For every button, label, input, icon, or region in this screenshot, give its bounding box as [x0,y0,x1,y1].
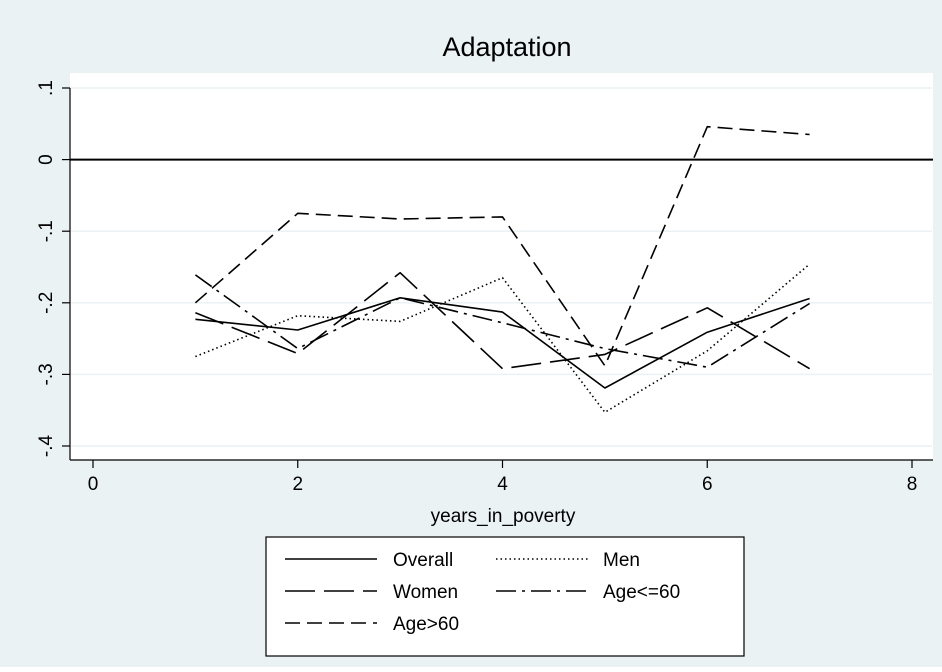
x-axis-label: years_in_poverty [431,506,576,527]
series-line-age-60 [194,125,810,367]
series-lines [194,125,811,414]
chart-title: Adaptation [442,32,571,62]
legend-label-age-60: Age>60 [393,614,459,635]
y-tick-label-0: .1 [36,80,57,96]
series-line-men [195,263,811,414]
plot-area [70,73,933,460]
series-line-women [195,271,811,370]
legend-label-women: Women [393,582,458,603]
y-axis-ticks: .1 0 -.1 -.2 -.3 -.4 [36,80,70,457]
x-tick-label-1: 2 [292,474,303,495]
x-tick-label-0: 0 [88,474,99,495]
series-line-overall [195,296,810,389]
y-tick-label-1: 0 [36,154,57,165]
legend-label-age-60: Age<=60 [603,582,680,603]
y-tick-label-4: -.3 [36,363,57,385]
x-tick-label-3: 6 [702,474,713,495]
x-tick-label-4: 8 [907,474,918,495]
legend: Overall Men Women Age<=60 Age>60 [265,536,745,657]
y-tick-label-5: -.4 [36,434,57,457]
x-axis-ticks: 0 2 4 6 8 [88,460,918,495]
y-tick-label-2: -.1 [36,220,57,242]
legend-label-overall: Overall [393,550,453,571]
legend-box [265,536,745,657]
legend-items: Overall Men Women Age<=60 Age>60 [285,550,680,635]
legend-label-men: Men [603,550,640,571]
y-tick-label-3: -.2 [36,292,57,314]
x-tick-label-2: 4 [497,474,508,495]
